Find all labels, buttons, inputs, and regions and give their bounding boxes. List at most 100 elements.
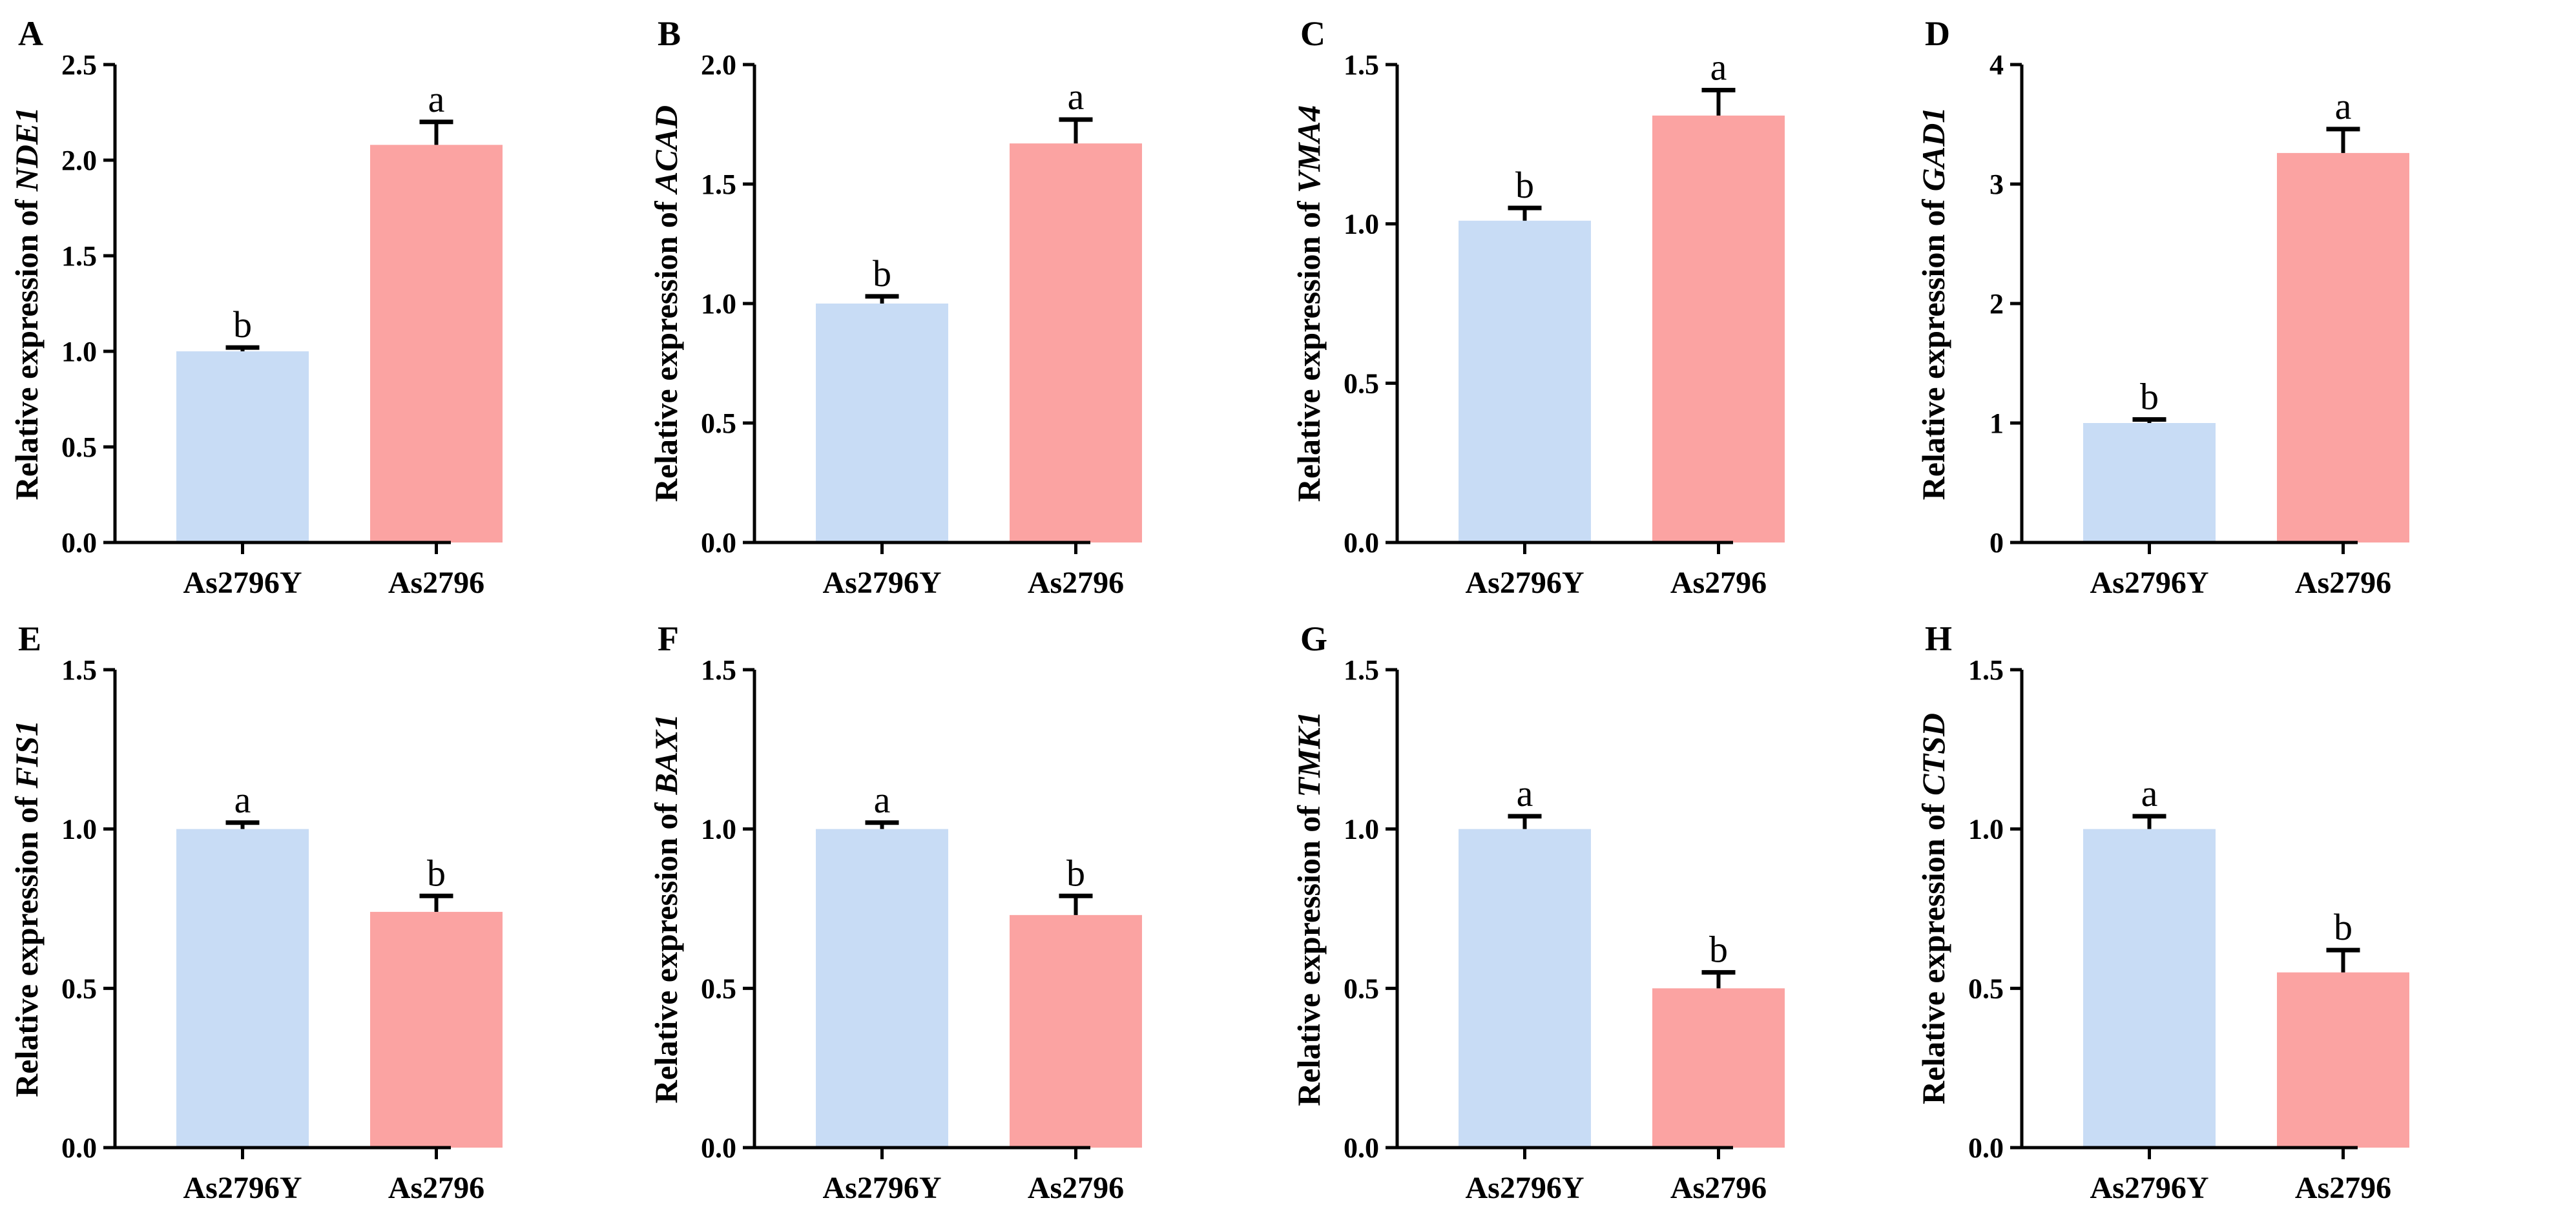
y-tick-label: 1.5 [1968, 654, 2004, 686]
y-axis-label-prefix: Relative expression of [1915, 191, 1951, 500]
y-tick-label: 0.5 [61, 431, 97, 463]
y-axis-label: Relative expression of CTSD [1915, 713, 1951, 1104]
x-tick-label: As2796Y [1465, 1171, 1584, 1205]
panel-b: B Relative expression of ACAD b As2796Y a As2… [648, 14, 1142, 600]
y-axis-label-gene: GAD1 [1915, 107, 1951, 192]
y-axis-label: Relative expression of FIS1 [8, 720, 45, 1097]
panel-f: F Relative expression of BAX1 a As2796Y b As2… [648, 619, 1142, 1205]
y-tick-label: 1.0 [701, 288, 736, 320]
significance-letter: a [1068, 76, 1085, 118]
bar-as2796y [176, 829, 309, 1148]
y-axis-label-gene: ACAD [648, 105, 684, 195]
y-tick-label: 1.0 [1968, 814, 2004, 845]
y-axis-label: Relative expression of GAD1 [1915, 107, 1951, 501]
panel-h: H Relative expression of CTSD a As2796Y b As2… [1915, 619, 2409, 1205]
y-tick-label: 1.0 [1344, 814, 1379, 845]
y-tick-label: 2 [1989, 288, 2004, 320]
bar-as2796y [816, 829, 948, 1148]
y-tick-label: 0.5 [701, 973, 736, 1004]
significance-letter: b [873, 253, 891, 294]
y-axis-label-prefix: Relative expression of [648, 794, 684, 1103]
x-tick-label: As2796 [388, 1171, 484, 1205]
x-tick-label: As2796 [1028, 1171, 1124, 1205]
x-tick-label: As2796Y [183, 1171, 302, 1205]
significance-letter: a [2335, 85, 2352, 127]
x-tick-label: As2796Y [822, 566, 941, 600]
bar-as2796 [2277, 152, 2409, 542]
y-tick-label: 3 [1989, 169, 2004, 200]
y-axis-label-prefix: Relative expression of [8, 789, 45, 1097]
bar-as2796y [176, 351, 309, 542]
significance-letter: b [2140, 375, 2159, 417]
panel-label: B [658, 14, 681, 53]
significance-letter: a [1710, 46, 1727, 88]
y-tick-label: 0.0 [61, 527, 97, 559]
x-tick-label: As2796Y [183, 566, 302, 600]
y-axis-label-gene: TMK1 [1291, 711, 1327, 797]
panel-label: G [1300, 619, 1327, 658]
significance-letter: a [1517, 772, 1533, 814]
significance-letter: a [428, 78, 445, 120]
bar-as2796y [1459, 829, 1591, 1148]
y-tick-label: 1.5 [701, 169, 736, 200]
y-tick-label: 0.0 [1344, 527, 1379, 559]
significance-letter: a [234, 779, 251, 821]
y-tick-label: 1.5 [701, 654, 736, 686]
y-tick-label: 1.5 [61, 654, 97, 686]
panel-label: E [18, 619, 41, 658]
bar-as2796 [1010, 914, 1142, 1148]
y-axis-label-prefix: Relative expression of [648, 193, 684, 502]
significance-letter: b [1709, 929, 1728, 971]
bar-as2796y [2083, 423, 2216, 542]
y-axis-label-prefix: Relative expression of [1291, 193, 1327, 502]
significance-letter: b [233, 304, 252, 346]
bar-as2796 [2277, 972, 2409, 1148]
y-axis-label: Relative expression of TMK1 [1291, 711, 1327, 1106]
y-tick-label: 0 [1989, 527, 2004, 559]
panel-c: C Relative expression of VMA4 b As2796Y a As2… [1291, 14, 1785, 600]
x-tick-label: As2796 [1670, 566, 1767, 600]
x-tick-label: As2796 [2295, 566, 2391, 600]
significance-letter: b [1515, 164, 1534, 206]
significance-letter: a [874, 779, 891, 821]
bar-as2796 [1652, 115, 1785, 542]
y-axis-label-prefix: Relative expression of [8, 191, 45, 500]
panel-a: A Relative expression of NDE1 b As2796Y a As2… [8, 14, 503, 600]
y-axis-label: Relative expression of ACAD [648, 105, 684, 502]
y-axis-label: Relative expression of VMA4 [1291, 105, 1327, 502]
y-axis-label-gene: FIS1 [8, 720, 45, 789]
y-tick-label: 0.0 [701, 1132, 736, 1164]
bar-as2796y [1459, 220, 1591, 542]
bar-as2796 [370, 145, 503, 542]
y-axis-label-prefix: Relative expression of [1915, 796, 1951, 1104]
x-tick-label: As2796Y [2090, 566, 2208, 600]
y-tick-label: 1.5 [1344, 654, 1379, 686]
panel-label: H [1925, 619, 1952, 658]
x-tick-label: As2796Y [2090, 1171, 2208, 1205]
y-tick-label: 1.0 [1344, 209, 1379, 240]
y-axis-label-gene: VMA4 [1291, 105, 1327, 193]
y-tick-label: 1.5 [1344, 49, 1379, 81]
x-tick-label: As2796 [2295, 1171, 2391, 1205]
y-tick-label: 0.0 [61, 1132, 97, 1164]
y-tick-label: 1.0 [61, 814, 97, 845]
x-tick-label: As2796Y [822, 1171, 941, 1205]
panel-label: F [658, 619, 679, 658]
bar-as2796y [2083, 829, 2216, 1148]
y-tick-label: 0.5 [61, 973, 97, 1004]
y-axis-label: Relative expression of BAX1 [648, 714, 684, 1103]
panel-label: A [18, 14, 43, 53]
y-tick-label: 4 [1989, 49, 2004, 81]
y-tick-label: 0.0 [1344, 1132, 1379, 1164]
x-tick-label: As2796 [1670, 1171, 1767, 1205]
panel-label: D [1925, 14, 1950, 53]
panel-label: C [1300, 14, 1325, 53]
significance-letter: b [1066, 852, 1085, 894]
y-tick-label: 0.0 [1968, 1132, 2004, 1164]
y-axis-label: Relative expression of NDE1 [8, 107, 45, 501]
significance-letter: a [2141, 772, 2158, 814]
y-axis-label-gene: NDE1 [8, 107, 45, 192]
bar-as2796 [1010, 143, 1142, 543]
y-tick-label: 1.0 [701, 814, 736, 845]
y-tick-label: 0.5 [1344, 973, 1379, 1004]
